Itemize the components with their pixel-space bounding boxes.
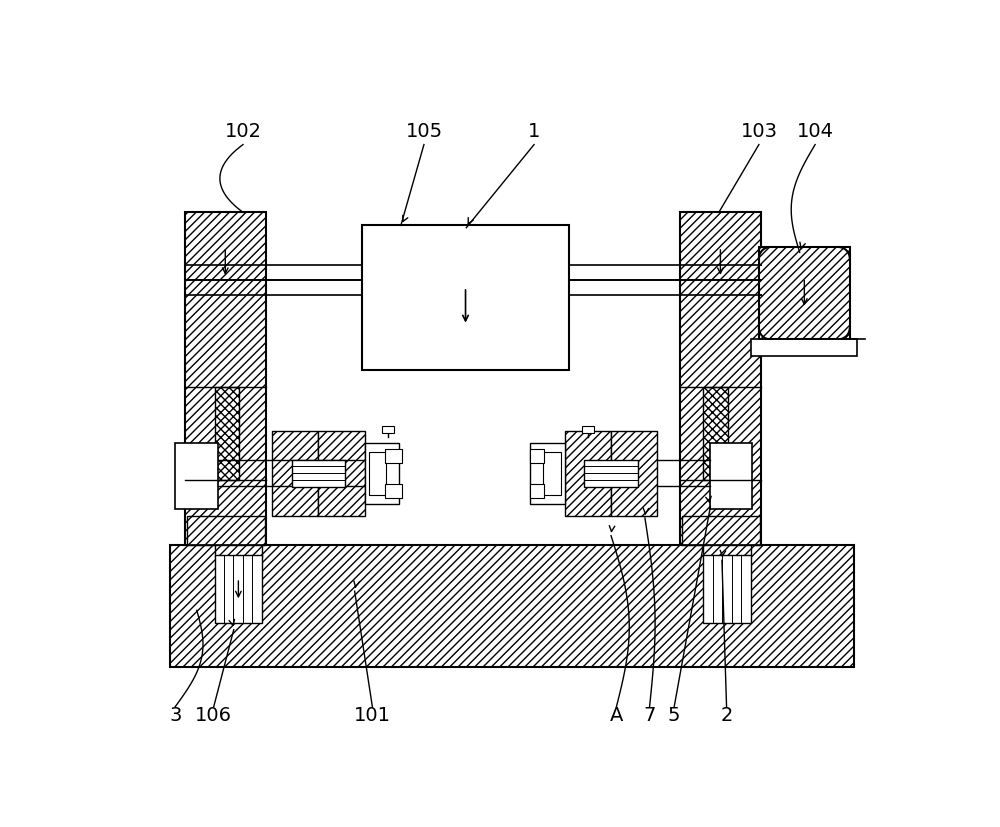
- Bar: [703, 388, 728, 480]
- Bar: [582, 427, 594, 433]
- Bar: [215, 555, 262, 623]
- Bar: [382, 427, 394, 433]
- Bar: [584, 461, 638, 488]
- Bar: [530, 443, 565, 504]
- Text: 7: 7: [643, 705, 656, 724]
- Bar: [170, 545, 854, 667]
- Text: 105: 105: [405, 122, 443, 141]
- Bar: [318, 432, 365, 516]
- Bar: [530, 449, 544, 463]
- Bar: [710, 444, 752, 509]
- Bar: [185, 213, 266, 545]
- Bar: [759, 247, 850, 340]
- Text: 2: 2: [720, 705, 733, 724]
- Bar: [215, 388, 239, 480]
- Bar: [543, 452, 561, 495]
- Bar: [385, 449, 402, 463]
- Bar: [703, 544, 751, 557]
- Bar: [703, 555, 751, 623]
- Bar: [215, 544, 262, 557]
- Bar: [362, 226, 569, 370]
- Bar: [369, 452, 386, 495]
- Text: 106: 106: [195, 705, 232, 724]
- Bar: [530, 485, 544, 499]
- Text: A: A: [610, 705, 623, 724]
- Text: 103: 103: [740, 122, 777, 141]
- Bar: [175, 444, 218, 509]
- Bar: [611, 432, 657, 516]
- Bar: [187, 516, 265, 545]
- Text: 101: 101: [354, 705, 391, 724]
- Text: 5: 5: [668, 705, 680, 724]
- Text: 104: 104: [797, 122, 834, 141]
- Text: 3: 3: [169, 705, 181, 724]
- Bar: [272, 432, 318, 516]
- Text: 102: 102: [225, 122, 262, 141]
- Bar: [682, 516, 760, 545]
- Bar: [565, 432, 611, 516]
- Bar: [385, 485, 402, 499]
- Text: 1: 1: [528, 122, 540, 141]
- Bar: [751, 340, 857, 357]
- Bar: [365, 443, 399, 504]
- Bar: [680, 213, 761, 545]
- Bar: [292, 461, 345, 488]
